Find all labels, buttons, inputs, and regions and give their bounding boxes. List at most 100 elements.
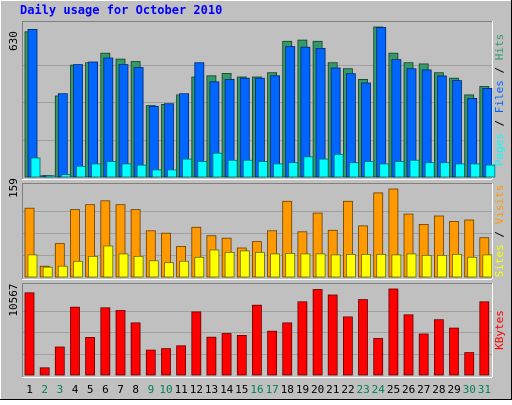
series-legend: Pages / Files / Hits [493,34,506,167]
legend-files: Files [493,80,506,113]
day-label-20: 20 [311,383,324,396]
bar-kbytes-day-9 [145,349,156,376]
day-label-19: 19 [296,383,309,396]
bar-pages-day-19 [303,156,314,178]
day-label-24: 24 [372,383,386,396]
bar-pages-day-21 [333,153,344,178]
day-label-8: 8 [132,383,139,396]
bar-kbytes-day-19 [297,301,308,376]
bar-pages-day-20 [318,158,329,178]
series-legend: Sites / Visits [493,185,506,278]
day-label-18: 18 [281,383,294,396]
legend-kbytes: KBytes [493,310,506,350]
day-label-31: 31 [478,383,491,396]
bar-pages-day-11 [182,158,193,178]
bar-pages-day-17 [273,163,284,178]
bar-kbytes-day-25 [388,288,399,376]
bar-kbytes-day-18 [282,322,293,376]
bar-sites-day-4 [73,260,83,278]
day-label-30: 30 [463,383,476,396]
series-legend: KBytes [493,310,506,350]
bar-files-day-18 [285,46,296,178]
day-label-17: 17 [266,383,279,396]
day-label-5: 5 [87,383,94,396]
day-label-25: 25 [387,383,400,396]
bar-pages-day-9 [151,169,162,178]
series-visits [24,188,490,278]
bar-kbytes-day-17 [267,330,278,376]
bar-kbytes-day-31 [479,301,490,376]
series-sites [27,245,493,278]
bar-kbytes-day-15 [236,334,247,376]
bar-pages-day-18 [288,162,299,178]
day-label-22: 22 [341,383,354,396]
bar-sites-day-22 [345,253,356,278]
bar-files-day-7 [118,64,129,178]
day-label-1: 1 [26,383,33,396]
day-label-27: 27 [417,383,430,396]
bar-pages-day-14 [227,159,238,178]
bar-sites-day-15 [239,250,250,278]
bar-kbytes-day-11 [176,345,187,376]
bar-sites-day-18 [285,252,296,278]
bar-sites-day-27 [421,254,432,278]
legend-pages: Pages [493,133,506,166]
bar-kbytes-day-26 [403,314,414,376]
legend-separator: / [493,113,506,133]
bar-sites-day-11 [179,260,190,278]
day-label-15: 15 [235,383,248,396]
series-kbytes [24,288,490,376]
day-label-13: 13 [205,383,218,396]
bar-files-day-25 [391,59,402,178]
bar-files-day-27 [421,69,432,178]
bar-kbytes-day-3 [54,346,65,376]
day-label-21: 21 [326,383,339,396]
bar-kbytes-day-5 [85,336,95,376]
bar-kbytes-day-2 [39,367,50,376]
bar-files-day-29 [452,80,462,178]
bar-sites-day-17 [270,253,281,278]
bar-kbytes-day-1 [24,292,35,376]
bar-sites-day-28 [436,254,447,278]
legend-hits: Hits [493,34,506,61]
bar-files-day-22 [345,73,356,178]
bar-sites-day-14 [224,251,235,278]
bar-sites-day-1 [27,254,38,278]
bar-files-day-20 [315,48,326,178]
bar-pages-day-30 [470,163,481,178]
day-label-4: 4 [72,383,79,396]
bar-kbytes-day-6 [100,307,111,376]
bar-kbytes-day-8 [130,322,141,376]
day-label-9: 9 [148,383,155,396]
day-label-29: 29 [447,383,460,396]
bar-files-day-9 [148,105,159,178]
bar-pages-day-29 [455,163,465,178]
bar-files-day-17 [270,75,281,178]
day-label-12: 12 [190,383,203,396]
bar-pages-day-10 [167,169,177,178]
bar-kbytes-day-4 [70,306,80,376]
bar-pages-day-27 [424,162,435,178]
bar-sites-day-10 [164,262,174,278]
bar-sites-day-5 [88,255,98,278]
chart-title: Daily usage for October 2010 [20,3,222,17]
bar-kbytes-day-30 [464,352,475,376]
bar-pages-day-8 [136,164,147,178]
bar-files-day-6 [103,57,114,178]
bar-pages-day-15 [242,159,253,178]
series-files [27,27,493,178]
legend-separator: / [493,224,506,244]
bar-files-day-10 [164,103,174,178]
bar-kbytes-day-21 [327,294,338,376]
bar-pages-day-31 [485,164,496,178]
bar-sites-day-6 [103,245,114,278]
bar-sites-day-2 [42,266,53,278]
bar-pages-day-12 [197,161,208,178]
day-label-6: 6 [102,383,109,396]
bar-files-day-1 [27,28,38,178]
bar-pages-day-22 [348,162,359,178]
bar-files-day-3 [57,93,68,178]
bar-pages-day-1 [30,157,41,178]
bar-files-day-8 [133,67,144,178]
